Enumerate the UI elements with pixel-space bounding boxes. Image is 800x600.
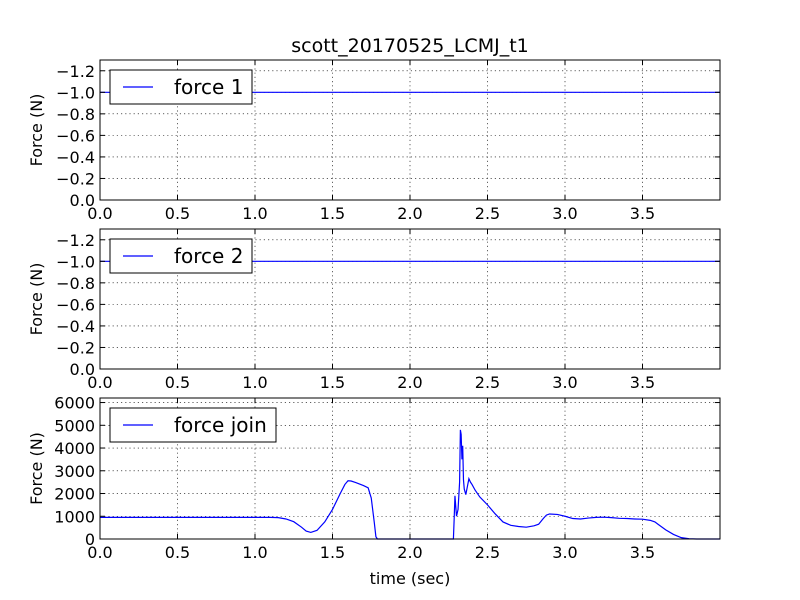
x-tick-label: 3.5 [630, 373, 655, 392]
legend: force join [109, 407, 277, 443]
y-tick-label: −0.6 [56, 126, 95, 145]
x-tick-label: 2.0 [397, 373, 422, 392]
x-tick-label: 1.5 [320, 373, 345, 392]
x-tick-label: 3.5 [630, 543, 655, 562]
y-tick-label: 6000 [54, 394, 95, 413]
y-tick-label: −0.2 [56, 169, 95, 188]
y-tick-label: −1.2 [56, 62, 95, 81]
legend-label: force join [174, 413, 267, 437]
y-tick-label: 3000 [54, 462, 95, 481]
y-tick-label: 0.0 [70, 191, 95, 210]
legend: force 2 [109, 238, 253, 274]
x-tick-label: 2.0 [397, 543, 422, 562]
x-tick-label: 3.0 [552, 373, 577, 392]
y-tick-label: 1000 [54, 507, 95, 526]
figure-title: scott_20170525_LCMJ_t1 [291, 35, 528, 57]
series-line-force-join [100, 429, 720, 540]
y-tick-label: −0.8 [56, 105, 95, 124]
x-axis-label: time (sec) [370, 569, 451, 588]
x-tick-label: 3.0 [552, 543, 577, 562]
x-tick-label: 0.5 [165, 373, 190, 392]
y-tick-label: −1.2 [56, 231, 95, 250]
y-tick-label: −1.0 [56, 252, 95, 271]
y-tick-label: 5000 [54, 416, 95, 435]
x-tick-label: 0.5 [165, 543, 190, 562]
y-tick-label: 2000 [54, 485, 95, 504]
x-tick-label: 1.5 [320, 543, 345, 562]
y-tick-label: 0 [85, 530, 95, 549]
x-tick-label: 0.0 [87, 204, 112, 223]
subplot-3: 0.0 0.5 1.0 1.5 2.0 2.5 3.0 3.5 0 1000 2000 3000 400… [27, 394, 721, 588]
y-tick-label: −0.6 [56, 295, 95, 314]
y-tick-label: −0.4 [56, 148, 95, 167]
x-tick-label: 1.0 [242, 373, 267, 392]
x-tick-label: 2.5 [475, 543, 500, 562]
y-tick-label: −0.2 [56, 338, 95, 357]
x-tick-label: 1.0 [242, 204, 267, 223]
y-tick-label: 0.0 [70, 360, 95, 379]
y-axis-label: Force (N) [27, 432, 46, 505]
y-tick-label: −0.8 [56, 274, 95, 293]
x-tick-label: 1.5 [320, 204, 345, 223]
subplot-1: 0.0 0.5 1.0 1.5 2.0 2.5 3.0 3.5 −1.2 −1.0 −0.8 −0.6… [27, 59, 721, 223]
x-tick-label: 2.5 [475, 373, 500, 392]
x-tick-label: 0.0 [87, 543, 112, 562]
subplot-2: 0.0 0.5 1.0 1.5 2.0 2.5 3.0 3.5 −1.2 −1.0 −0.8 −0.6… [27, 228, 721, 392]
y-axis-label: Force (N) [27, 94, 46, 167]
x-tick-label: 0.5 [165, 204, 190, 223]
legend-label: force 2 [174, 244, 243, 268]
x-tick-label: 2.0 [397, 204, 422, 223]
legend-label: force 1 [174, 75, 243, 99]
y-tick-label: −1.0 [56, 83, 95, 102]
subplots: 0.0 0.5 1.0 1.5 2.0 2.5 3.0 3.5 −1.2 −1.0 −0.8 −0.6… [27, 59, 721, 588]
x-tick-label: 3.0 [552, 204, 577, 223]
x-tick-label: 1.0 [242, 543, 267, 562]
y-tick-label: −0.4 [56, 317, 95, 336]
x-tick-label: 2.5 [475, 204, 500, 223]
y-tick-label: 4000 [54, 439, 95, 458]
x-tick-label: 3.5 [630, 204, 655, 223]
y-axis-label: Force (N) [27, 263, 46, 336]
legend: force 1 [109, 69, 253, 105]
x-tick-label: 0.0 [87, 373, 112, 392]
